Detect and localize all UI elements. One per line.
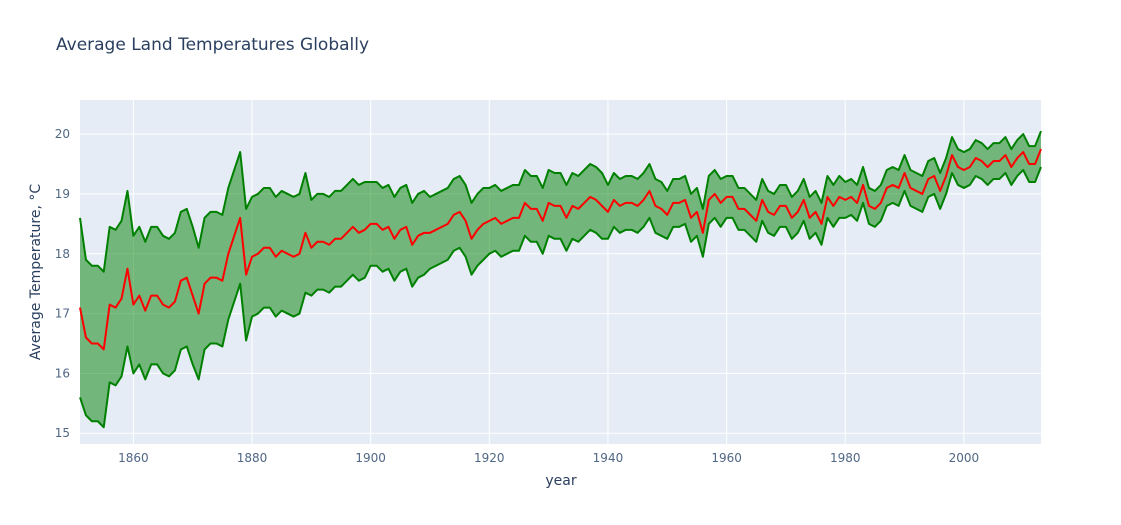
y-tick-label: 16 xyxy=(55,366,70,380)
y-axis-label: Average Temperature, °C xyxy=(28,184,44,361)
x-tick-label: 2000 xyxy=(949,451,980,465)
series-line xyxy=(79,166,1042,429)
y-tick-label: 15 xyxy=(55,426,70,440)
y-tick-label: 19 xyxy=(55,187,70,201)
chart-title: Average Land Temperatures Globally xyxy=(56,35,369,55)
x-tick-label: 1860 xyxy=(118,451,149,465)
series-line xyxy=(79,148,1042,351)
x-axis-label: year xyxy=(545,473,576,489)
y-tick-label: 17 xyxy=(55,307,70,321)
x-tick-label: 1940 xyxy=(593,451,624,465)
marks xyxy=(79,130,1042,429)
grid xyxy=(80,100,1041,444)
y-tick-label: 18 xyxy=(55,247,70,261)
x-tick-label: 1920 xyxy=(474,451,505,465)
x-tick-label: 1880 xyxy=(237,451,268,465)
x-tick-label: 1960 xyxy=(711,451,742,465)
x-tick-label: 1980 xyxy=(830,451,861,465)
series-line xyxy=(79,130,1042,273)
x-tick-label: 1900 xyxy=(355,451,386,465)
y-tick-label: 20 xyxy=(55,127,70,141)
